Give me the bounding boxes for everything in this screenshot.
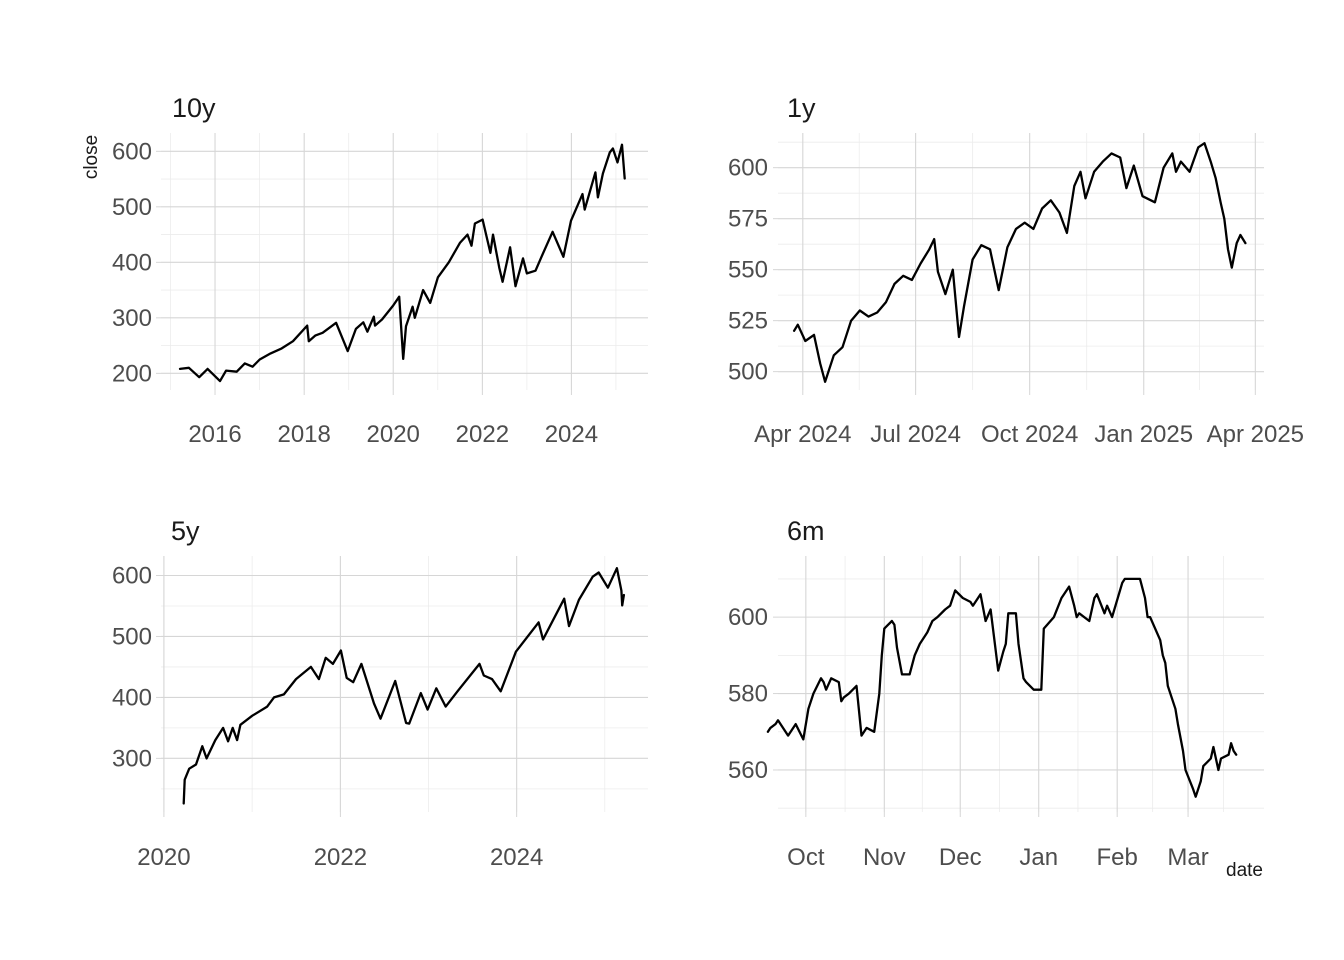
y-tick-label: 500 [728,359,768,386]
y-tick-label: 600 [728,155,768,182]
y-tick-label: 400 [112,249,152,276]
x-tick-label: Apr 2025 [1207,421,1304,448]
x-tick-label: 2022 [456,421,509,448]
y-axis-title: close [81,135,102,179]
x-tick-label: 2016 [188,421,241,448]
panel-10y: 200 300 400 500 600 2016 2018 2020 2022 2024 10y cl… [81,93,648,448]
x-tick-label: 2022 [314,844,367,871]
y-tick-label: 200 [112,360,152,387]
x-tick-label: Dec [939,844,982,871]
series-line [182,567,626,805]
x-tick-label: 2024 [545,421,598,448]
x-tick-label: Nov [863,844,906,871]
x-tick-label: 2018 [277,421,330,448]
y-tick-label: 580 [728,681,768,708]
y-tick-label: 500 [112,623,152,650]
y-tick-label: 550 [728,257,768,284]
x-tick-label: Jul 2024 [870,421,961,448]
series-line [792,142,1247,383]
panel-title: 1y [787,93,816,123]
panel-6m: 560 580 600 Oct Nov Dec Jan Feb Mar 6m date [728,516,1264,881]
x-tick-label: Feb [1097,844,1138,871]
x-tick-label: Apr 2024 [754,421,851,448]
y-tick-label: 600 [112,138,152,165]
panel-title: 6m [787,516,825,546]
y-tick-label: 575 [728,206,768,233]
y-tick-label: 560 [728,757,768,784]
panel-title: 10y [172,93,216,123]
y-tick-label: 300 [112,745,152,772]
y-tick-label: 500 [112,194,152,221]
x-tick-label: Jan [1019,844,1058,871]
series-line [178,143,626,383]
x-tick-label: Jan 2025 [1094,421,1193,448]
x-tick-label: Oct [787,844,825,871]
panel-1y: 500 525 550 575 600 Apr 2024 Jul 2024 Oct 2024 J… [728,93,1304,448]
panel-5y: 300 400 500 600 2020 2022 2024 5y [112,516,648,871]
x-tick-label: 2024 [490,844,543,871]
y-tick-label: 300 [112,305,152,332]
x-tick-label: Oct 2024 [981,421,1078,448]
y-tick-label: 400 [112,684,152,711]
x-tick-label: Mar [1167,844,1208,871]
y-tick-label: 600 [112,563,152,590]
y-tick-label: 600 [728,604,768,631]
x-tick-label: 2020 [137,844,190,871]
x-axis-title: date [1226,860,1263,881]
x-tick-label: 2020 [367,421,420,448]
y-tick-label: 525 [728,308,768,335]
series-line [766,577,1238,798]
panel-title: 5y [171,516,200,546]
